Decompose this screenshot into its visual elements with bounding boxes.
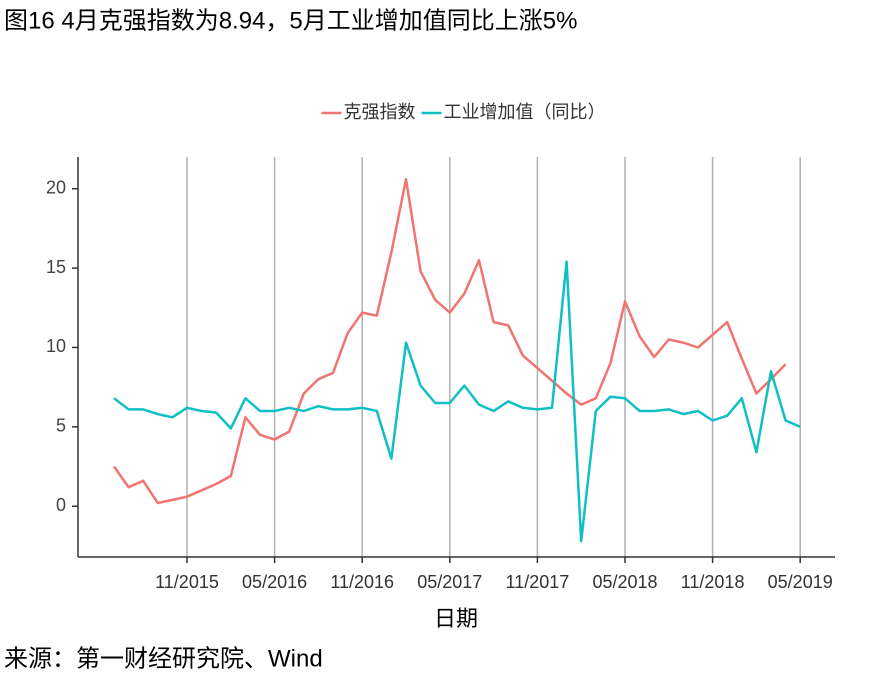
series-line [112, 177, 787, 505]
y-tick-label: 20 [46, 177, 66, 197]
series-line [113, 260, 801, 543]
y-tick-label: 15 [46, 257, 66, 277]
x-tick-label: 05/2016 [242, 572, 307, 592]
legend-label: 工业增加值（同比） [444, 102, 606, 122]
x-tick-label: 05/2019 [768, 572, 833, 592]
x-tick-label: 05/2018 [592, 572, 657, 592]
x-tick-label: 11/2018 [681, 572, 745, 592]
chart-title: 图16 4月克强指数为8.94，5月工业增加值同比上涨5% [4, 7, 577, 34]
x-tick-label: 11/2017 [506, 572, 570, 592]
legend-label: 克强指数 [344, 102, 416, 122]
x-axis-label: 日期 [434, 606, 478, 631]
y-tick-label: 10 [46, 336, 66, 356]
y-tick-label: 5 [56, 416, 66, 436]
x-tick-label: 05/2017 [417, 572, 482, 592]
x-tick-label: 11/2015 [155, 572, 219, 592]
x-tick-label: 11/2016 [330, 572, 394, 592]
y-tick-label: 0 [56, 495, 66, 515]
source-note: 来源：第一财经研究院、Wind [4, 645, 323, 672]
